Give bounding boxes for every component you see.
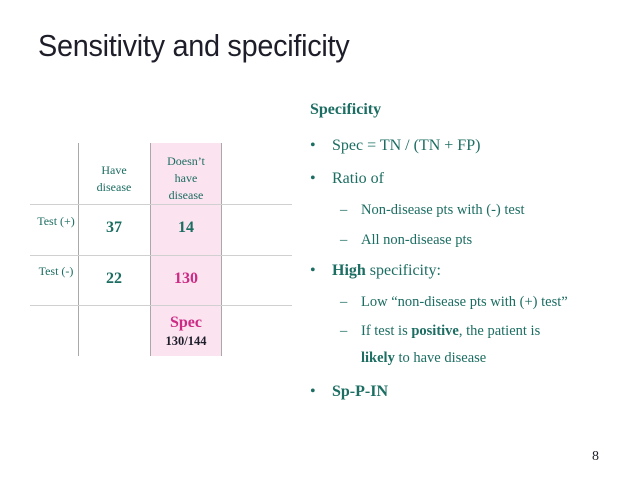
bullet-high-specificity: High specificity: [332, 262, 441, 280]
likely-word: likely [361, 350, 395, 366]
sub-likely: likely to have disease [361, 350, 486, 367]
bullet-ratio: Ratio of [332, 170, 384, 187]
slide-title: Sensitivity and specificity [38, 28, 350, 63]
bullet-sppin: Sp-P-IN [332, 383, 389, 400]
high-rest: specificity: [365, 262, 441, 279]
dash-marker: – [340, 202, 348, 218]
sub-positive-test: If test is positive, the patient is [361, 323, 540, 340]
bullet-marker: • [310, 262, 316, 279]
table-divider [30, 204, 292, 205]
cell-fp: 14 [178, 219, 194, 236]
table-divider [221, 143, 222, 356]
spec-fraction: 130/144 [165, 334, 207, 348]
likely-rest: to have disease [394, 350, 487, 366]
row-label-test-positive: Test (+) [37, 214, 75, 228]
table-divider [30, 305, 292, 306]
page-number: 8 [592, 449, 599, 464]
sub-denominator: All non-disease pts [361, 232, 473, 248]
bullet-marker: • [310, 137, 316, 154]
spec-label: Spec [170, 314, 202, 331]
bullet-formula: Spec = TN / (TN + FP) [332, 137, 481, 154]
sub-low-fp: Low “non-disease pts with (+) test” [361, 294, 568, 310]
sub-positive-post: , the patient is [458, 323, 541, 339]
positive-word: positive [411, 323, 459, 339]
dash-marker: – [340, 323, 348, 339]
section-heading: Specificity [310, 101, 382, 118]
row-label-test-negative: Test (-) [38, 264, 74, 278]
bullet-marker: • [310, 170, 316, 187]
sub-positive-pre: If test is [361, 323, 412, 339]
table-divider [150, 143, 151, 356]
dash-marker: – [340, 232, 348, 248]
cell-tn: 130 [174, 270, 198, 287]
sub-numerator: Non-disease pts with (-) test [361, 202, 525, 218]
bullet-marker: • [310, 383, 316, 400]
spec-column-highlight [150, 143, 221, 356]
col-header-have-disease: Have disease [96, 163, 132, 194]
high-word: High [332, 262, 366, 279]
table-divider [78, 143, 79, 356]
table-divider [30, 255, 292, 256]
col-header-no-disease: Doesn’t have disease [167, 154, 205, 202]
cell-fn: 22 [106, 270, 122, 287]
cell-tp: 37 [106, 219, 122, 236]
dash-marker: – [340, 294, 348, 310]
